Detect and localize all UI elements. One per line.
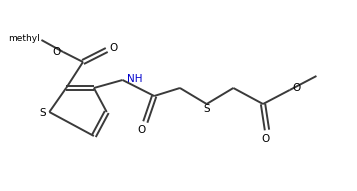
Text: methyl: methyl (8, 33, 40, 43)
Text: S: S (39, 108, 46, 118)
Text: S: S (203, 104, 210, 114)
Text: O: O (52, 47, 60, 57)
Text: O: O (292, 83, 301, 93)
Text: O: O (262, 134, 270, 144)
Text: O: O (110, 43, 118, 53)
Text: O: O (137, 125, 145, 135)
Text: NH: NH (126, 74, 142, 84)
